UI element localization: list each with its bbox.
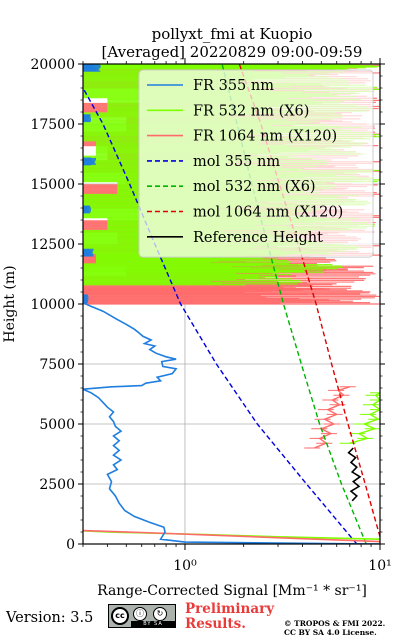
y-tick-label-7: 17500	[30, 117, 75, 133]
legend-label-4: mol 532 nm (X6)	[193, 179, 316, 195]
legend-label-2: FR 1064 nm (X120)	[193, 129, 337, 145]
y-tick-label-2: 5000	[39, 417, 75, 433]
legend-label-1: FR 532 nm (X6)	[193, 103, 309, 119]
y-tick-label-4: 10000	[30, 297, 75, 313]
copyright-line1: © TROPOS & FMI 2022.	[284, 619, 386, 628]
cc-strip-text: BY SA	[131, 621, 175, 627]
cc-by-icon: ⓘ	[133, 607, 147, 621]
series-line-0	[83, 302, 380, 544]
y-axis-label: Height (m)	[2, 265, 18, 342]
copyright-line2: CC BY SA 4.0 License.	[284, 628, 377, 637]
version-text: Version: 3.5	[6, 610, 94, 626]
legend-box	[138, 69, 374, 258]
y-tick-label-6: 15000	[30, 177, 75, 193]
legend-label-5: mol 1064 nm (X120)	[193, 205, 343, 221]
y-tick-label-1: 2500	[39, 477, 75, 493]
cc-license-badge: cc ⓘ ↻ BY SA	[108, 604, 176, 628]
series-line-3	[83, 87, 358, 544]
y-tick-label-3: 7500	[39, 357, 75, 373]
x-tick-label-1: 10¹	[368, 558, 391, 574]
preliminary-line2: Results.	[185, 616, 246, 632]
legend-label-3: mol 355 nm	[193, 154, 280, 170]
footer: Version: 3.5 cc ⓘ ↻ BY SA Preliminary Re…	[0, 598, 400, 640]
preliminary-line1: Preliminary	[185, 601, 275, 617]
cc-sa-icon: ↻	[153, 607, 167, 621]
y-tick-label-5: 12500	[30, 237, 75, 253]
cc-icon: cc	[111, 607, 129, 625]
legend: FR 355 nm FR 532 nm (X6) FR 1064 nm (X120)…	[138, 69, 374, 258]
preliminary-notice: Preliminary Results.	[185, 602, 274, 632]
chart-title-line2: [Averaged] 20220829 09:00-09:59	[102, 43, 363, 61]
y-tick-label-8: 20000	[30, 57, 75, 73]
band-1-lower-profile	[349, 392, 380, 444]
copyright-notice: © TROPOS & FMI 2022. CC BY SA 4.0 Licens…	[284, 619, 385, 637]
axis-ticks: 0 2500 5000 7500 10000 12500 15000 17500 20000 10…	[30, 57, 391, 574]
legend-label-0: FR 355 nm	[193, 78, 274, 94]
chart-title-line1: pollyxt_fmi at Kuopio	[152, 25, 313, 43]
band-0-lower-profile	[313, 386, 351, 449]
legend-label-6: Reference Height	[193, 230, 323, 246]
x-axis-label: Range-Corrected Signal [Mm⁻¹ * sr⁻¹]	[97, 583, 367, 599]
series-line-6	[347, 447, 362, 502]
x-tick-label-0: 10⁰	[173, 558, 197, 574]
y-tick-label-0: 0	[66, 537, 75, 553]
series-line-2	[83, 529, 380, 543]
